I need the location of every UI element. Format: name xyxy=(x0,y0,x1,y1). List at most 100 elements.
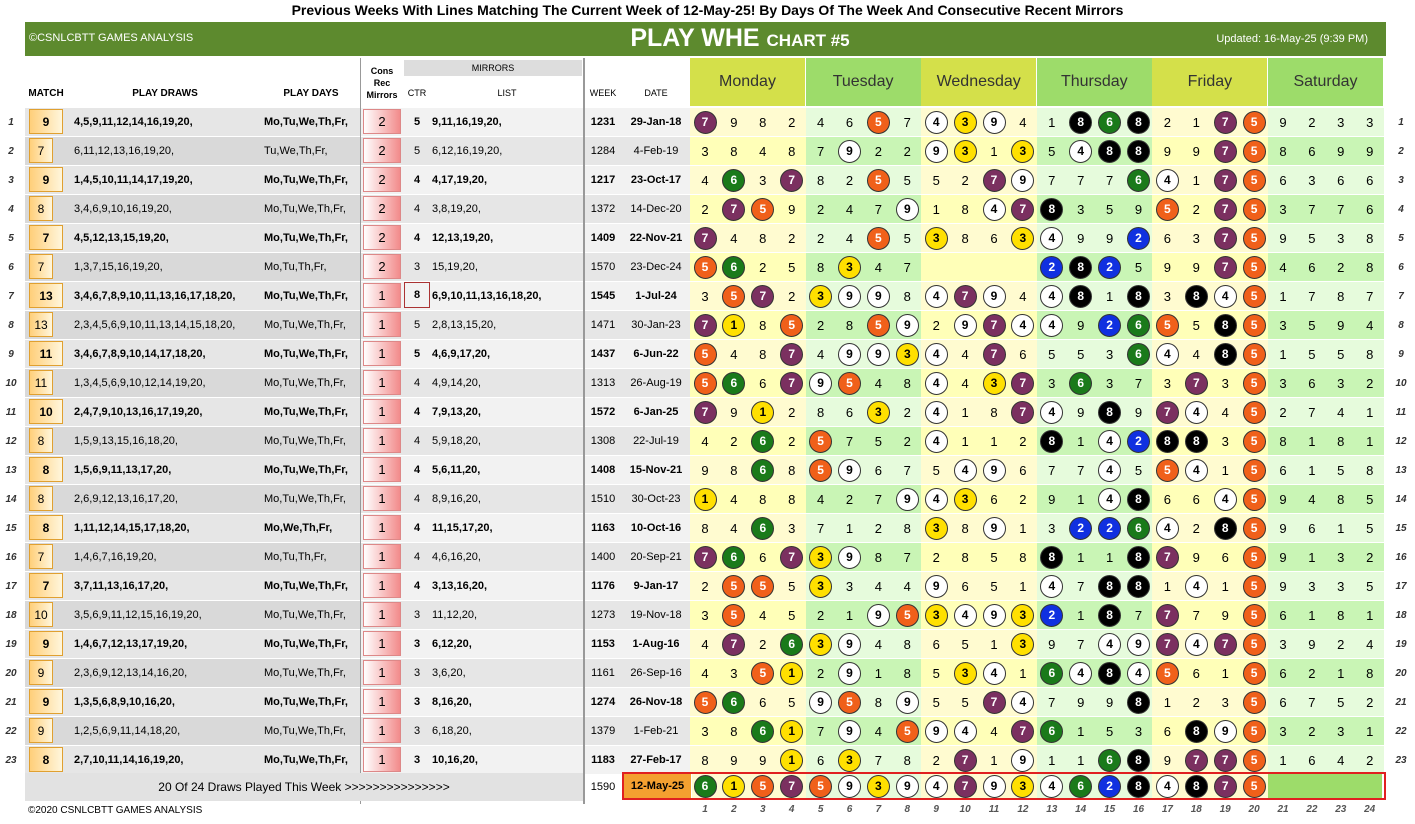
number-cell: 5 xyxy=(1337,462,1345,478)
orange-ball-icon: 5 xyxy=(895,603,919,627)
orange-ball-icon: 5 xyxy=(751,197,775,221)
number-cell: 7 xyxy=(1009,717,1037,745)
number-cell: 7 xyxy=(1308,201,1316,217)
ball-number: 9 xyxy=(1221,724,1229,738)
day-cell-background xyxy=(690,137,806,165)
ball-number: 5 xyxy=(1250,637,1258,651)
draw-date: 23-Dec-24 xyxy=(630,261,682,273)
black-ball-icon: 8 xyxy=(1127,139,1150,163)
row-background xyxy=(25,398,360,426)
play-draws: 1,4,6,7,12,13,17,19,20, xyxy=(74,638,188,650)
number-cell: 6 xyxy=(1067,772,1095,800)
white-ball-icon: 4 xyxy=(1098,632,1122,656)
number-cell: 2 xyxy=(788,114,796,130)
mirror-ctr: 4 xyxy=(413,232,421,244)
number-cell: 4 xyxy=(759,143,767,159)
number-cell: 9 xyxy=(864,601,892,629)
play-draws: 1,3,5,6,8,9,10,16,20, xyxy=(74,696,175,708)
header-ctr: CTR xyxy=(407,87,427,98)
ball-number: 3 xyxy=(875,405,882,419)
number-cell: 4 xyxy=(701,433,709,449)
draw-date: 29-Jan-18 xyxy=(630,116,682,128)
white-ball-icon: 9 xyxy=(982,284,1006,308)
number-cell: 2 xyxy=(1279,404,1287,420)
orange-ball-icon: 5 xyxy=(866,313,890,337)
maroon-ball-icon: 7 xyxy=(1213,197,1237,221)
ball-number: 9 xyxy=(990,521,998,535)
ball-number: 5 xyxy=(701,347,709,361)
number-cell: 6 xyxy=(1096,746,1124,774)
number-cell: 7 xyxy=(1211,253,1239,281)
green-ball-icon: 6 xyxy=(722,168,746,192)
week-number: 1409 xyxy=(590,232,616,244)
cons-rec-mirrors: 2 xyxy=(363,196,401,221)
number-cell: 5 xyxy=(720,282,748,310)
number-cell: 9 xyxy=(893,688,921,716)
number-cell: 1 xyxy=(990,752,998,768)
row-number: 3 xyxy=(8,174,14,186)
number-cell: 7 xyxy=(903,114,911,130)
black-ball-icon: 8 xyxy=(1040,545,1064,569)
number-cell: 2 xyxy=(816,201,825,217)
ball-number: 3 xyxy=(961,666,969,680)
ball-number: 4 xyxy=(1048,231,1056,245)
header-date: DATE xyxy=(644,87,668,98)
number-cell: 8 xyxy=(1125,688,1153,716)
number-cell: 5 xyxy=(874,433,882,449)
day-cell-background xyxy=(1268,311,1384,339)
play-days: Mo,Tu,We,Th,Fr, xyxy=(264,116,348,128)
match-count: 9 xyxy=(29,660,53,685)
day-cell-background xyxy=(1268,398,1384,426)
ball-number: 6 xyxy=(788,637,796,651)
number-cell: 5 xyxy=(961,694,969,710)
ball-number: 4 xyxy=(1221,289,1229,303)
day-cell-background xyxy=(1268,514,1384,542)
orange-ball-icon: 5 xyxy=(722,574,746,598)
ball-number: 5 xyxy=(1250,231,1258,245)
white-ball-icon: 4 xyxy=(1040,574,1064,598)
number-cell: 8 xyxy=(1153,427,1181,455)
white-ball-icon: 9 xyxy=(838,545,861,569)
column-number: 19 xyxy=(1219,804,1231,815)
number-cell: 2 xyxy=(874,520,882,536)
ball-number: 6 xyxy=(730,260,738,274)
ball-number: 4 xyxy=(932,376,940,390)
ball-number: 7 xyxy=(701,318,709,332)
number-cell: 6 xyxy=(1125,311,1153,339)
number-cell: 2 xyxy=(961,172,969,188)
row-number: 5 xyxy=(1398,232,1404,244)
maroon-ball-icon: 7 xyxy=(1213,168,1237,192)
row-background xyxy=(25,659,360,687)
number-cell: 4 xyxy=(922,772,950,800)
number-cell: 8 xyxy=(1125,572,1153,600)
ball-number: 5 xyxy=(1164,318,1171,332)
number-cell: 5 xyxy=(1077,346,1085,362)
number-cell: 4 xyxy=(922,282,950,310)
number-cell: 8 xyxy=(1211,311,1239,339)
ball-number: 8 xyxy=(1135,289,1142,303)
number-cell: 2 xyxy=(1308,723,1316,739)
number-cell: 4 xyxy=(1038,572,1066,600)
week-number: 1163 xyxy=(591,522,615,534)
ball-number: 3 xyxy=(903,347,911,361)
orange-ball-icon: 5 xyxy=(1155,197,1179,221)
row-number: 17 xyxy=(5,580,17,592)
number-cell: 2 xyxy=(1019,491,1027,507)
yellow-ball-icon: 1 xyxy=(780,661,804,685)
number-cell: 5 xyxy=(1308,230,1316,246)
yellow-ball-icon: 3 xyxy=(953,661,977,685)
row-number: 19 xyxy=(1395,638,1407,650)
green-ball-icon: 6 xyxy=(751,458,775,482)
match-count: 9 xyxy=(29,718,53,743)
row-number: 11 xyxy=(1395,406,1407,418)
number-cell: 4 xyxy=(1096,630,1124,658)
number-cell: 4 xyxy=(980,195,1008,223)
mirror-ctr: 4 xyxy=(413,522,421,534)
cons-rec-mirrors: 1 xyxy=(363,428,401,453)
cons-rec-mirrors: 1 xyxy=(363,370,401,395)
orange-ball-icon: 5 xyxy=(1242,487,1266,511)
number-cell: 5 xyxy=(990,549,998,565)
ball-number: 3 xyxy=(1019,231,1027,245)
row-background xyxy=(585,369,690,397)
row-background xyxy=(25,514,360,542)
